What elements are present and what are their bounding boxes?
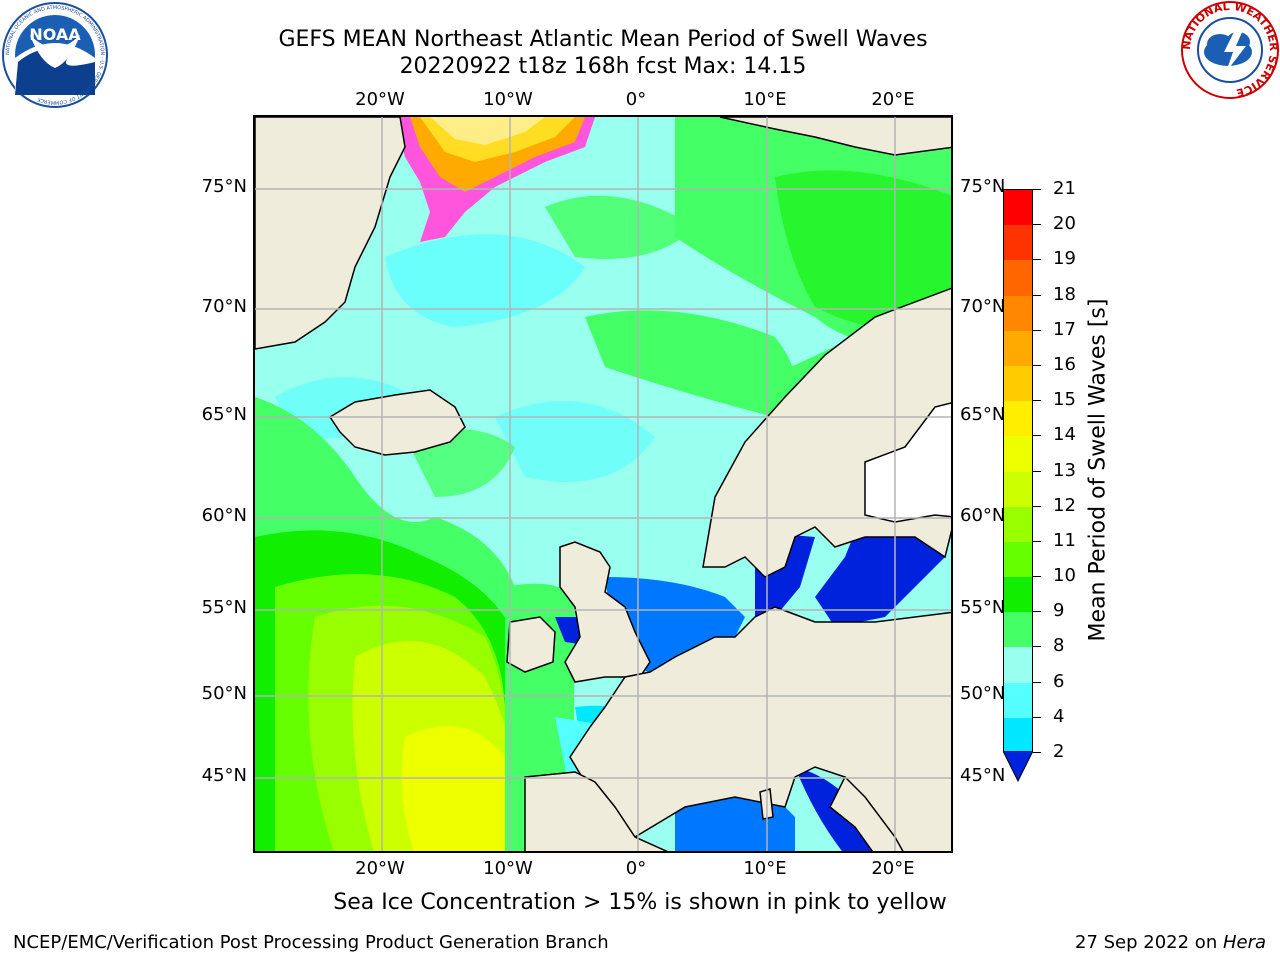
- colorbar-tick-label: 13: [1053, 459, 1076, 481]
- colorbar-tick: [1033, 189, 1041, 190]
- lon-label-bottom: 20°W: [355, 858, 405, 879]
- colorbar-tick-label: 8: [1053, 635, 1065, 657]
- colorbar-tick: [1033, 646, 1041, 648]
- colorbar-segment: [1004, 436, 1032, 473]
- colorbar-tick: [1033, 752, 1041, 753]
- colorbar-tick-label: 20: [1053, 213, 1076, 235]
- colorbar-tick: [1033, 576, 1041, 578]
- map-subtitle: 20220922 t18z 168h fcst Max: 14.15: [399, 54, 807, 79]
- colorbar-segment: [1004, 330, 1032, 367]
- colorbar-tick-label: 17: [1053, 318, 1076, 340]
- colorbar-tick-label: 21: [1053, 178, 1076, 199]
- footer-date-text: 27 Sep 2022 on: [1075, 932, 1223, 953]
- colorbar-tick-label: 6: [1053, 670, 1065, 692]
- lat-label-left: 50°N: [201, 683, 247, 704]
- map-panel: [253, 115, 953, 853]
- colorbar-tick: [1033, 435, 1041, 437]
- colorbar-segment: [1004, 295, 1032, 332]
- colorbar-segment: [1004, 682, 1032, 719]
- footer-date: 27 Sep 2022 on Hera: [1075, 932, 1266, 953]
- colorbar-tick: [1033, 364, 1041, 366]
- colorbar-segment: [1004, 225, 1032, 262]
- colorbar-tick-label: 16: [1053, 353, 1076, 375]
- lat-label-right: 60°N: [960, 505, 1006, 526]
- colorbar-tick: [1033, 470, 1041, 472]
- colorbar-tick-label: 2: [1053, 741, 1065, 762]
- colorbar-tick-label: 14: [1053, 424, 1076, 446]
- colorbar-title: Mean Period of Swell Waves [s]: [1085, 298, 1111, 642]
- graticule: [255, 117, 951, 851]
- lon-label-top: 0°: [625, 89, 647, 110]
- colorbar-segment: [1004, 260, 1032, 297]
- lat-label-left: 55°N: [201, 597, 247, 618]
- map-title: GEFS MEAN Northeast Atlantic Mean Period…: [278, 27, 928, 52]
- colorbar-segment: [1004, 471, 1032, 508]
- lat-label-left: 45°N: [201, 765, 247, 786]
- lat-label-right: 55°N: [960, 597, 1006, 618]
- footer-host: Hera: [1222, 932, 1266, 953]
- colorbar-segment: [1004, 190, 1032, 227]
- sea-ice-note: Sea Ice Concentration > 15% is shown in …: [333, 890, 947, 915]
- lat-label-right: 45°N: [960, 765, 1006, 786]
- colorbar-tick: [1033, 681, 1041, 683]
- lon-label-bottom: 10°E: [743, 858, 787, 879]
- lat-label-left: 70°N: [201, 296, 247, 317]
- colorbar-tick-label: 19: [1053, 248, 1076, 270]
- colorbar-segment: [1004, 717, 1032, 751]
- noaa-logo-text: NOAA: [29, 25, 81, 44]
- lon-label-bottom: 20°E: [871, 858, 915, 879]
- colorbar-tick: [1033, 259, 1041, 261]
- colorbar-segment: [1004, 401, 1032, 438]
- lat-label-left: 65°N: [201, 404, 247, 425]
- colorbar-tick: [1033, 224, 1041, 226]
- colorbar-tick: [1033, 716, 1041, 718]
- colorbar-tick-label: 9: [1053, 600, 1065, 622]
- colorbar-tick: [1033, 400, 1041, 402]
- lon-label-top: 10°W: [483, 89, 533, 110]
- lat-label-left: 60°N: [201, 505, 247, 526]
- colorbar-tick-label: 15: [1053, 389, 1076, 411]
- lon-label-top: 20°W: [355, 89, 405, 110]
- lon-label-top: 20°E: [871, 89, 915, 110]
- colorbar-segment: [1004, 541, 1032, 579]
- footer-credit: NCEP/EMC/Verification Post Processing Pr…: [13, 932, 609, 953]
- lon-label-top: 10°E: [743, 89, 787, 110]
- colorbar-tick: [1033, 329, 1041, 331]
- lat-label-right: 70°N: [960, 296, 1006, 317]
- colorbar-tick: [1033, 540, 1041, 542]
- noaa-logo: NOAA NATIONAL OCEANIC AND ATMOSPHERIC AD…: [2, 2, 108, 108]
- nws-logo: NATIONAL WEATHER SERVICE: [1180, 0, 1280, 99]
- colorbar-segment: [1004, 577, 1032, 614]
- lat-label-right: 50°N: [960, 683, 1006, 704]
- colorbar-tick-label: 18: [1053, 283, 1076, 305]
- colorbar-tick: [1033, 611, 1041, 613]
- colorbar-tick: [1033, 294, 1041, 296]
- colorbar: [1003, 189, 1033, 752]
- lon-label-bottom: 10°W: [483, 858, 533, 879]
- colorbar-tick-label: 11: [1053, 529, 1076, 551]
- lat-label-left: 75°N: [201, 176, 247, 197]
- colorbar-tick-label: 10: [1053, 565, 1076, 587]
- lat-label-right: 65°N: [960, 404, 1006, 425]
- colorbar-extend-arrow: [1003, 751, 1033, 783]
- colorbar-segment: [1004, 612, 1032, 649]
- land: [255, 117, 951, 851]
- colorbar-tick-label: 4: [1053, 705, 1065, 727]
- colorbar-tick-label: 12: [1053, 494, 1076, 516]
- colorbar-segment: [1004, 365, 1032, 403]
- colorbar-segment: [1004, 647, 1032, 684]
- colorbar-segment: [1004, 506, 1032, 543]
- swell-period-map: [255, 117, 951, 851]
- lat-label-right: 75°N: [960, 176, 1006, 197]
- colorbar-tick: [1033, 505, 1041, 507]
- lon-label-bottom: 0°: [625, 858, 647, 879]
